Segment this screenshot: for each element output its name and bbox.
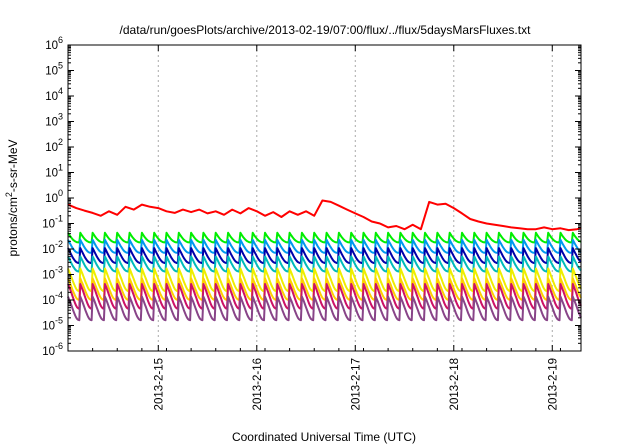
x-tick-label: 2013-2-16 [252, 358, 264, 410]
series-line [67, 231, 582, 244]
y-axis-label: protons/cm2-s-sr-MeV [4, 139, 20, 256]
y-tick-label: 104 [45, 86, 63, 103]
series-group [67, 199, 582, 322]
y-tick-label: 103 [45, 112, 63, 129]
y-tick-label: 10-1 [42, 214, 63, 231]
x-tick-label: 2013-2-17 [350, 358, 362, 410]
y-tick-label: 10-5 [42, 316, 63, 333]
y-tick-label: 102 [45, 137, 63, 154]
x-tick-label: 2013-2-19 [547, 358, 559, 410]
y-tick-label: 10-4 [42, 290, 63, 307]
chart-title: /data/run/goesPlots/archive/2013-02-19/0… [120, 23, 532, 37]
x-axis-label: Coordinated Universal Time (UTC) [232, 430, 416, 444]
y-ticks-group: 10-6 10-5 10-4 10-3 10-2 10-1 100 101 102 103 104 1… [42, 35, 581, 358]
y-tick-label: 10-6 [42, 341, 63, 358]
y-tick-label: 100 [45, 188, 63, 205]
x-tick-label: 2013-2-18 [449, 358, 461, 410]
x-tick-label: 2013-2-15 [153, 358, 165, 410]
grid-group [157, 45, 553, 351]
series-line [67, 295, 582, 322]
x-ticks-group: 2013-2-15 2013-2-16 2013-2-17 2013-2-18 2013… [67, 45, 561, 410]
y-tick-label: 101 [45, 163, 63, 180]
series-line [67, 255, 582, 273]
series-line [67, 199, 582, 232]
y-tick-label: 106 [45, 35, 63, 52]
y-tick-label: 10-3 [42, 265, 63, 282]
y-tick-label: 105 [45, 61, 63, 78]
y-tick-label: 10-2 [42, 239, 63, 256]
